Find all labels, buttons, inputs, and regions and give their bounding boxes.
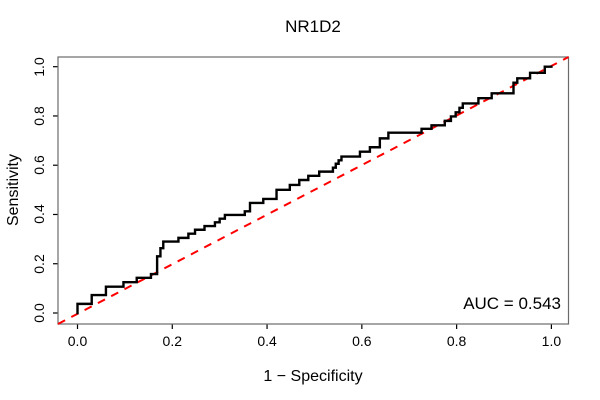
x-tick-label: 0.4 (257, 333, 277, 349)
y-tick-label: 0.0 (31, 303, 47, 323)
y-tick-label: 0.4 (31, 204, 47, 225)
auc-annotation: AUC = 0.543 (463, 294, 561, 313)
y-tick-label: 1.0 (31, 56, 47, 77)
plot-box (57, 56, 570, 325)
roc-curve (76, 65, 553, 315)
y-axis-label: Sensitivity (5, 153, 22, 227)
diagonal-reference-line (57, 56, 569, 325)
x-tick-label: 0.0 (67, 333, 88, 349)
x-axis-label: 1 − Specificity (263, 368, 363, 385)
x-tick-label: 0.8 (446, 333, 467, 349)
x-tick-label: 0.6 (352, 333, 372, 349)
x-tick-label: 1.0 (541, 333, 562, 349)
x-tick-label: 0.2 (162, 333, 182, 349)
y-tick-label: 0.8 (31, 106, 47, 126)
axis-ticks (53, 66, 553, 329)
y-tick-label: 0.2 (31, 254, 47, 274)
chart-title: NR1D2 (285, 17, 341, 36)
y-tick-label: 0.6 (31, 155, 47, 175)
